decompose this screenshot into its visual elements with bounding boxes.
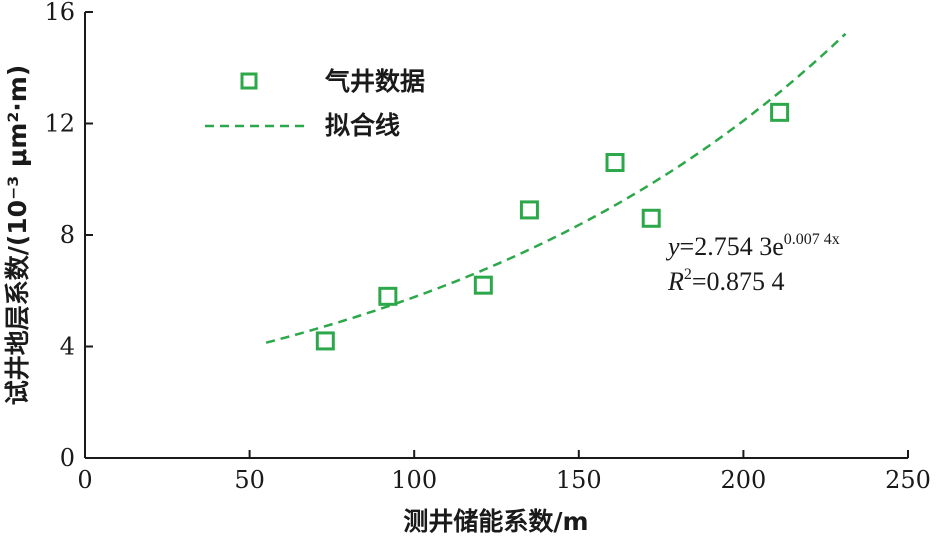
x-axis-title: 测井储能系数/m — [403, 507, 588, 536]
x-tick-label: 0 — [77, 466, 92, 494]
y-ticks: 0 4 8 12 16 — [44, 0, 93, 472]
y-tick-label: 4 — [60, 333, 75, 361]
y-tick-label: 8 — [60, 221, 75, 249]
x-tick-label: 100 — [391, 466, 437, 494]
fit-equation-var: y — [665, 232, 680, 261]
data-point — [605, 153, 625, 173]
data-point — [473, 275, 493, 295]
legend-marker-square — [240, 72, 258, 90]
r-squared: R2=0.875 4 — [667, 266, 785, 296]
x-tick-label: 200 — [720, 466, 766, 494]
x-ticks: 0 50 100 150 200 250 — [77, 450, 931, 494]
data-point — [770, 102, 790, 122]
y-tick-label: 16 — [44, 0, 75, 26]
fit-equation-exponent: 0.007 4x — [784, 231, 840, 248]
fit-equation: y=2.754 3e0.007 4x — [665, 231, 840, 261]
r-squared-value: =0.875 4 — [692, 267, 785, 296]
legend-label-data: 气井数据 — [324, 67, 425, 96]
r-squared-symbol: R — [667, 267, 684, 296]
data-point — [641, 208, 661, 228]
data-point — [315, 331, 335, 351]
y-tick-label: 12 — [44, 110, 75, 138]
data-points-layer — [315, 102, 790, 351]
plot-area: 0 4 8 12 16 0 50 100 150 200 250 — [44, 0, 930, 494]
r-squared-superscript: 2 — [684, 266, 692, 283]
x-tick-label: 250 — [885, 466, 931, 494]
fit-annotation: y=2.754 3e0.007 4x R2=0.875 4 — [665, 231, 840, 296]
data-point — [378, 286, 398, 306]
legend-label-fit: 拟合线 — [325, 111, 400, 140]
fit-equation-body: =2.754 3e — [680, 232, 784, 261]
x-tick-label: 150 — [556, 466, 602, 494]
y-tick-label: 0 — [60, 444, 75, 472]
legend: 气井数据 拟合线 — [205, 67, 425, 140]
data-point — [519, 200, 539, 220]
x-tick-label: 50 — [234, 466, 265, 494]
y-axis-title: 试井地层系数/(10⁻³ μm²·m) — [3, 65, 32, 406]
